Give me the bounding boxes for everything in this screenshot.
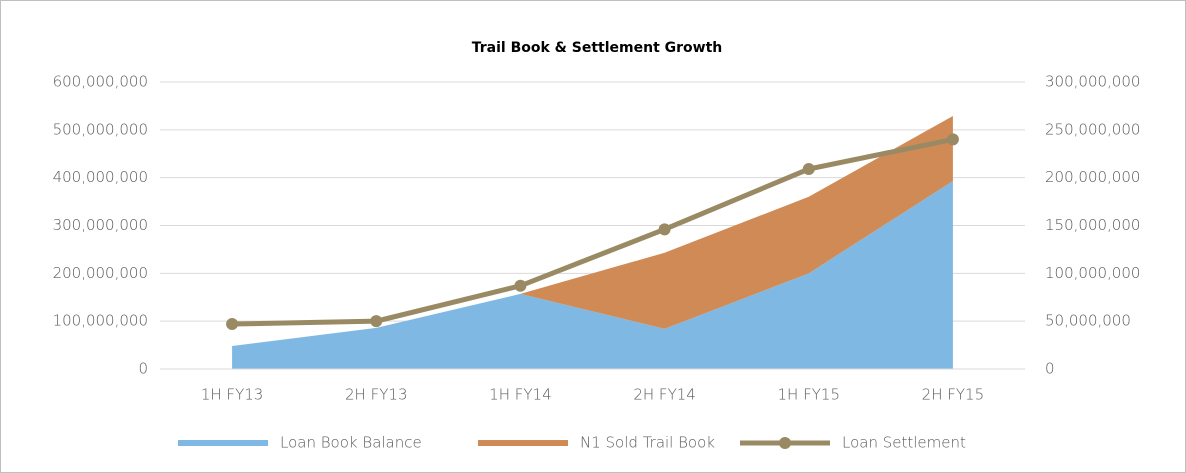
line-marker bbox=[226, 318, 239, 331]
legend-label: Loan Settlement bbox=[842, 434, 966, 452]
y2-tick-label: 300,000,000 bbox=[1045, 73, 1140, 91]
x-tick-label: 1H FY14 bbox=[489, 386, 551, 404]
y-tick-label: 200,000,000 bbox=[53, 264, 148, 282]
y2-tick-label: 100,000,000 bbox=[1045, 264, 1140, 282]
line bbox=[232, 136, 954, 327]
y2-tick-label: 50,000,000 bbox=[1045, 312, 1131, 330]
line-marker bbox=[658, 223, 671, 236]
y2-tick-label: 200,000,000 bbox=[1045, 168, 1140, 186]
y-tick-label: 500,000,000 bbox=[53, 120, 148, 138]
legend-label: Loan Book Balance bbox=[280, 434, 422, 452]
y-tick-label: 400,000,000 bbox=[53, 168, 148, 186]
x-tick-label: 1H FY13 bbox=[201, 386, 263, 404]
x-tick-label: 1H FY15 bbox=[778, 386, 840, 404]
y2-tick-label: 250,000,000 bbox=[1045, 120, 1140, 138]
y2-tick-label: 150,000,000 bbox=[1045, 216, 1140, 234]
legend-swatch bbox=[178, 440, 268, 446]
legend-swatch-marker bbox=[779, 437, 791, 449]
line-marker bbox=[802, 163, 815, 176]
y-tick-label: 600,000,000 bbox=[53, 73, 148, 91]
legend-label: N1 Sold Trail Book bbox=[580, 434, 715, 452]
x-tick-label: 2H FY14 bbox=[633, 386, 695, 404]
line-marker bbox=[946, 133, 959, 146]
y-tick-label: 300,000,000 bbox=[53, 216, 148, 234]
legend-swatch bbox=[478, 440, 568, 446]
chart-title: Trail Book & Settlement Growth bbox=[472, 40, 723, 56]
line-marker bbox=[514, 279, 527, 292]
area bbox=[232, 181, 953, 369]
x-tick-label: 2H FY15 bbox=[922, 386, 984, 404]
y-tick-label: 0 bbox=[138, 360, 148, 378]
y2-tick-label: 0 bbox=[1045, 360, 1055, 378]
line-marker bbox=[370, 315, 383, 328]
y-tick-label: 100,000,000 bbox=[53, 312, 148, 330]
area bbox=[232, 115, 953, 347]
x-tick-label: 2H FY13 bbox=[345, 386, 407, 404]
